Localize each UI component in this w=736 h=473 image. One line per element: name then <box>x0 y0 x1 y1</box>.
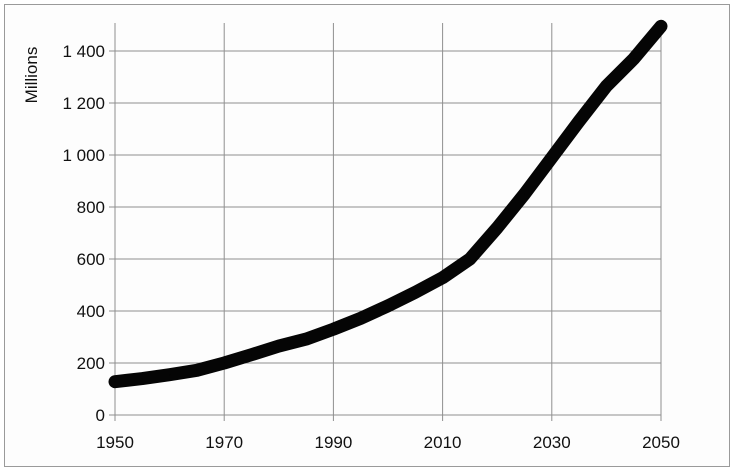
data-point <box>633 58 635 60</box>
x-tick-label: 1970 <box>205 433 243 452</box>
x-tick-label: 2010 <box>424 433 462 452</box>
data-point <box>305 338 307 340</box>
data-point <box>141 378 143 380</box>
y-tick-label: 200 <box>77 354 105 373</box>
data-point <box>660 25 662 27</box>
data-point <box>551 157 553 159</box>
data-point <box>605 85 607 87</box>
data-point <box>251 354 252 356</box>
y-axis-ticks: 0 200 400 600 800 1 000 1 200 1 400 <box>62 42 105 425</box>
y-tick-label: 600 <box>77 250 105 269</box>
series-line <box>108 19 668 389</box>
data-point <box>114 381 116 383</box>
x-tick-label: 1950 <box>96 433 134 452</box>
x-tick-label: 1990 <box>314 433 352 452</box>
y-tick-label: 1 200 <box>62 94 105 113</box>
data-point <box>578 120 580 122</box>
x-axis-ticks: 1950 1970 1990 2010 2030 2050 <box>96 433 680 452</box>
data-point <box>387 305 389 307</box>
data-point <box>469 258 471 260</box>
data-point <box>278 345 280 347</box>
data-point <box>414 291 416 293</box>
data-point <box>442 277 444 279</box>
data-point <box>360 317 362 319</box>
y-tick-label: 1 400 <box>62 42 105 61</box>
y-tick-label: 1 000 <box>62 146 105 165</box>
y-tick-label: 400 <box>77 302 105 321</box>
y-tick-label: 0 <box>96 406 105 425</box>
grid <box>109 23 662 421</box>
data-point <box>332 328 334 330</box>
series-layer <box>108 19 668 389</box>
data-point <box>196 369 198 371</box>
data-point <box>496 227 498 229</box>
data-point <box>524 193 525 195</box>
data-point <box>169 374 171 376</box>
x-tick-label: 2030 <box>533 433 571 452</box>
y-axis-title: Millions <box>22 47 41 104</box>
data-point <box>223 362 225 364</box>
x-tick-label: 2050 <box>642 433 680 452</box>
y-tick-label: 800 <box>77 198 105 217</box>
